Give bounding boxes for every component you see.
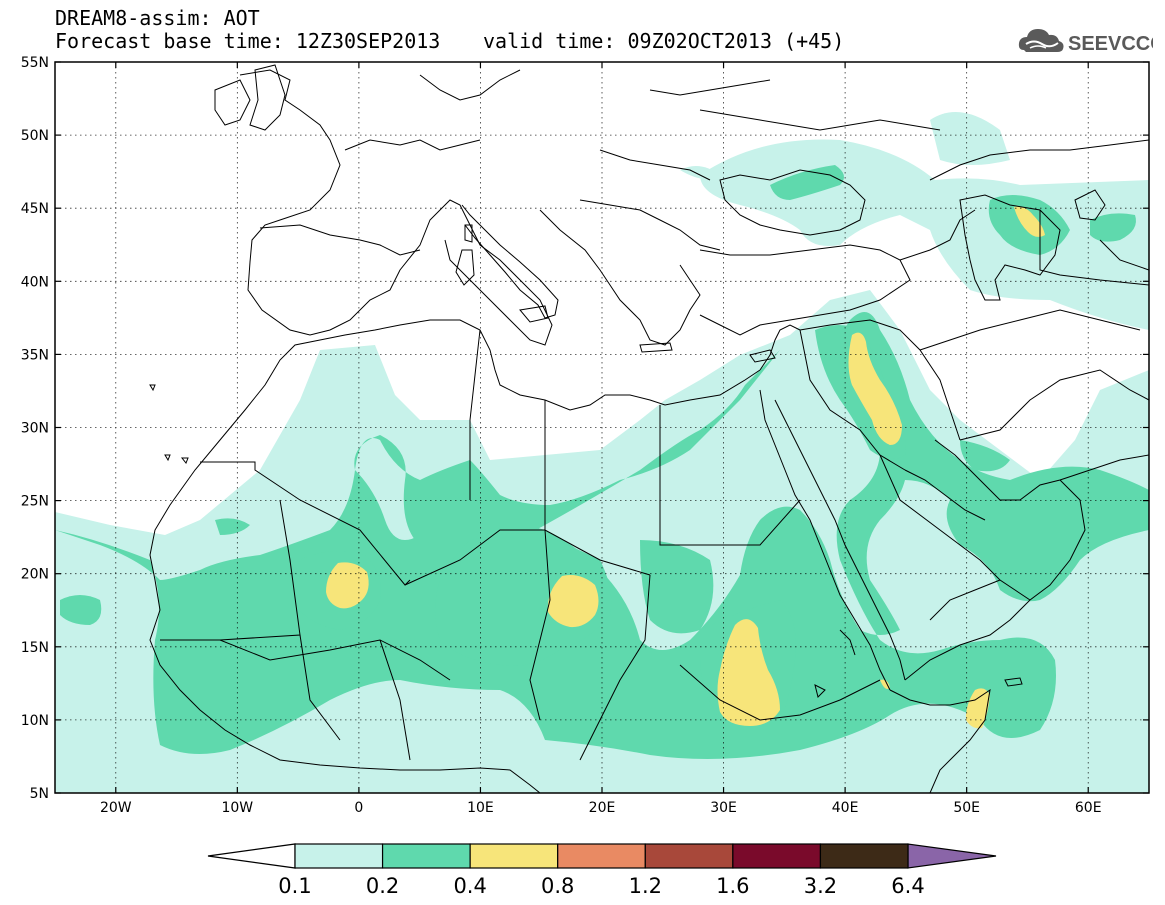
model-title: DREAM8-assim: AOT bbox=[55, 6, 260, 30]
y-tick-label: 35N bbox=[21, 347, 49, 363]
colorbar: 0.1 0.2 0.4 0.8 1.2 1.6 3.2 6.4 bbox=[207, 843, 997, 898]
valid-time: valid time: 09Z02OCT2013 (+45) bbox=[483, 29, 845, 53]
y-tick-label: 10N bbox=[21, 713, 49, 729]
forecast-base-time: Forecast base time: 12Z30SEP2013 bbox=[55, 29, 441, 53]
colorbar-label: 0.4 bbox=[453, 874, 486, 898]
y-tick-label: 5N bbox=[30, 786, 49, 802]
colorbar-swatch bbox=[381, 843, 471, 869]
colorbar-under-arrow bbox=[207, 843, 296, 869]
colorbar-swatch bbox=[469, 843, 559, 869]
y-tick-label: 15N bbox=[21, 640, 49, 656]
colorbar-label: 0.2 bbox=[366, 874, 399, 898]
colorbar-swatch bbox=[732, 843, 822, 869]
x-tick-label: 10W bbox=[221, 800, 253, 816]
coastlines-borders bbox=[149, 64, 1149, 793]
colorbar-over-arrow bbox=[907, 843, 997, 869]
aot-level-0.4 bbox=[326, 206, 1045, 729]
x-tick-label: 40E bbox=[832, 800, 859, 816]
y-tick-label: 55N bbox=[21, 55, 49, 71]
axis-ticks: 20W 10W 0 10E 20E 30E 40E 50E 60E 5N 10N 15N 20N 25N 3… bbox=[21, 55, 1149, 816]
colorbar-label: 6.4 bbox=[891, 874, 924, 898]
colorbar-swatch bbox=[644, 843, 734, 869]
x-tick-label: 0 bbox=[354, 800, 363, 816]
y-tick-label: 50N bbox=[21, 128, 49, 144]
seevccc-logo: SEEVCCC bbox=[1018, 22, 1165, 56]
colorbar-swatch bbox=[294, 843, 384, 869]
x-tick-label: 60E bbox=[1075, 800, 1102, 816]
colorbar-label: 3.2 bbox=[804, 874, 837, 898]
cloud-logo-icon: SEEVCCC bbox=[1018, 29, 1165, 55]
y-tick-label: 40N bbox=[21, 274, 49, 290]
x-tick-label: 30E bbox=[710, 800, 737, 816]
x-tick-label: 20W bbox=[100, 800, 132, 816]
gridlines bbox=[55, 61, 1149, 794]
x-tick-label: 10E bbox=[467, 800, 494, 816]
aot-field bbox=[55, 112, 1149, 793]
colorbar-label: 1.6 bbox=[716, 874, 749, 898]
x-tick-label: 20E bbox=[589, 800, 616, 816]
colorbar-swatch bbox=[819, 843, 909, 869]
colorbar-label: 0.8 bbox=[541, 874, 574, 898]
x-tick-label: 50E bbox=[953, 800, 980, 816]
logo-text: SEEVCCC bbox=[1068, 33, 1153, 55]
colorbar-label: 0.1 bbox=[278, 874, 311, 898]
y-tick-label: 45N bbox=[21, 201, 49, 217]
colorbar-label: 1.2 bbox=[629, 874, 662, 898]
y-tick-label: 20N bbox=[21, 567, 49, 583]
y-tick-label: 30N bbox=[21, 421, 49, 437]
y-tick-label: 25N bbox=[21, 494, 49, 510]
colorbar-swatch bbox=[557, 843, 646, 869]
